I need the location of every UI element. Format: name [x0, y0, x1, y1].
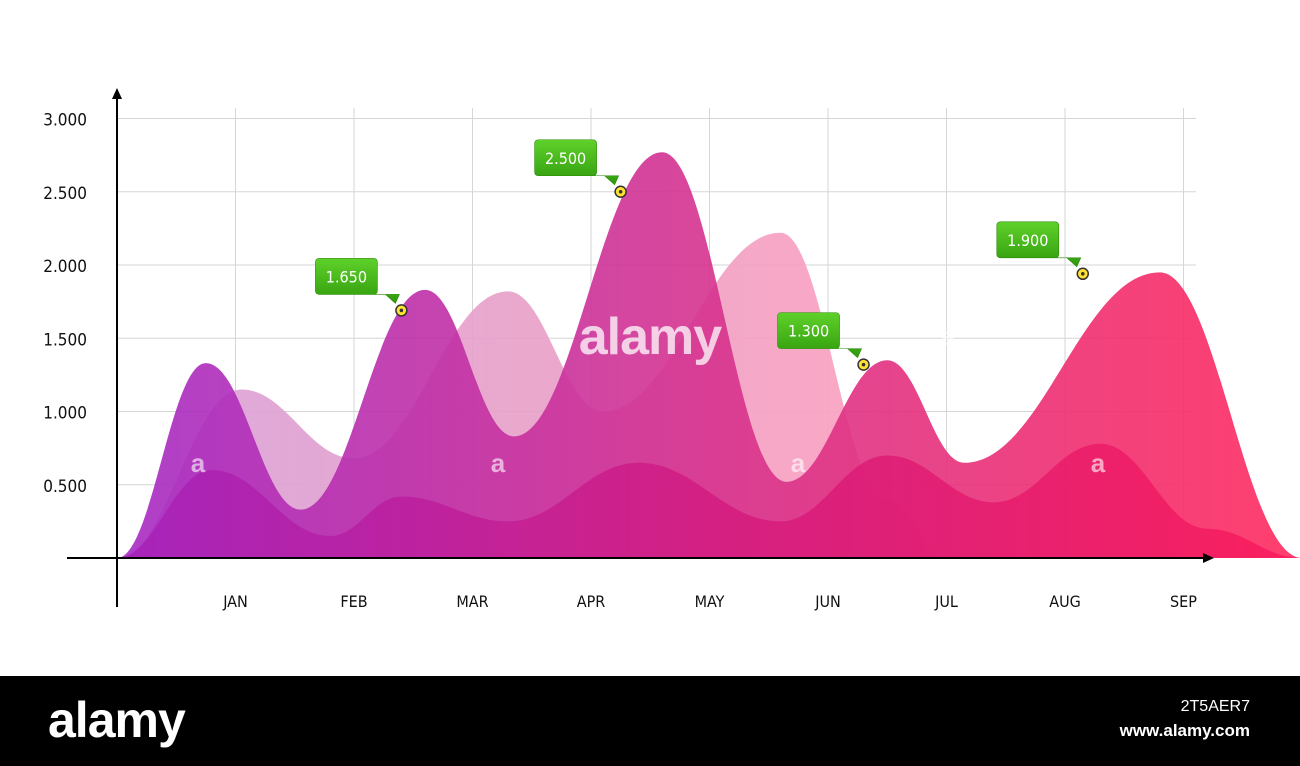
annotation-callout: 1.650 [315, 258, 408, 317]
series-area-2 [117, 152, 1300, 558]
x-tick-label: MAR [456, 592, 488, 611]
callout-label: 1.300 [788, 322, 829, 341]
x-tick-label: SEP [1170, 592, 1197, 611]
annotation-callout: 1.300 [777, 312, 870, 371]
watermark-mark: a [791, 448, 806, 478]
x-tick-label: MAY [695, 592, 725, 611]
callout-point-center [1080, 271, 1085, 276]
annotations: 1.650 2.500 1.300 1.900 [315, 139, 1090, 371]
callout-point-center [399, 308, 404, 313]
y-tick-label: 2.500 [43, 184, 87, 204]
watermark-mark: a [1091, 448, 1106, 478]
tick-labels: 0.500 1.000 1.500 2.000 2.500 3.000 JAN FEB MAR A… [43, 111, 1197, 612]
chart-area: 0.500 1.000 1.500 2.000 2.500 3.000 JAN FEB MAR A… [43, 88, 1300, 612]
x-tick-label: FEB [340, 592, 367, 611]
axes [67, 88, 1214, 607]
callout-point-center [618, 189, 623, 194]
callout-bubble [777, 312, 863, 359]
y-tick-label: 0.500 [43, 477, 87, 497]
watermarks: alamy a a a a a [191, 308, 1106, 478]
callout-bubble [996, 221, 1082, 268]
series-area-3 [117, 443, 1300, 558]
callout-bubble [315, 258, 400, 304]
callout-point-center [861, 362, 866, 367]
callout-label: 2.500 [545, 149, 586, 168]
watermark-mark: a [941, 321, 956, 351]
x-tick-label: JUL [934, 592, 958, 611]
annotation-callout: 1.900 [996, 221, 1090, 281]
y-tick-label: 1.500 [43, 330, 87, 350]
watermark-mark: a [491, 448, 506, 478]
annotation-callout: 2.500 [534, 139, 627, 198]
x-axis-arrow [1203, 553, 1214, 563]
callout-label: 1.900 [1007, 231, 1048, 250]
x-tick-label: AUG [1049, 592, 1081, 611]
y-axis-arrow [112, 88, 122, 99]
area-series [117, 152, 1300, 558]
area-chart: 0.500 1.000 1.500 2.000 2.500 3.000 JAN FEB MAR A… [43, 88, 1300, 612]
x-tick-label: APR [577, 592, 606, 611]
y-tick-label: 1.000 [43, 404, 87, 424]
y-tick-label: 2.000 [43, 257, 87, 277]
watermark-logo: alamy [579, 308, 723, 366]
watermark-mark: a [191, 448, 206, 478]
footer-bar: alamy 2T5AER7 www.alamy.com [0, 676, 1300, 766]
callout-label: 1.650 [326, 267, 367, 286]
x-tick-label: JUN [814, 592, 841, 611]
callout-bubble [534, 139, 620, 186]
x-tick-label: JAN [222, 592, 248, 611]
y-tick-label: 3.000 [43, 111, 87, 131]
brand-logo: alamy [48, 692, 186, 748]
site-url: www.alamy.com [1119, 721, 1250, 740]
image-id: 2T5AER7 [1180, 698, 1250, 715]
